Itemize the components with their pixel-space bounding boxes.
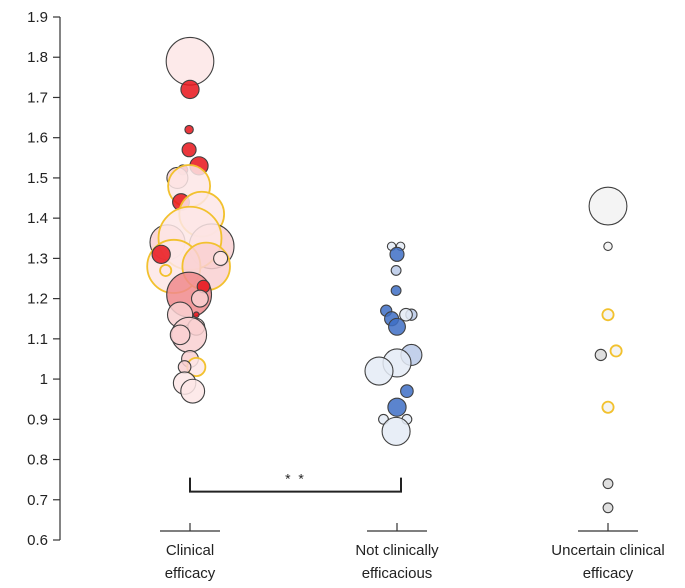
- category-label-line1: Not clinically: [355, 542, 439, 559]
- y-tick-label: 1.4: [27, 210, 48, 227]
- bubble-point: [390, 285, 402, 297]
- bubble-point: [180, 378, 206, 404]
- y-tick-label: 1.1: [27, 331, 48, 348]
- y-tick-label: 1.3: [27, 250, 48, 267]
- bubble-point: [390, 265, 402, 276]
- bubble-point: [601, 400, 615, 414]
- bubble-point: [213, 250, 229, 266]
- bubble-point: [588, 186, 628, 226]
- bubble-point: [602, 478, 614, 490]
- bubble-point: [388, 317, 406, 336]
- category-label-line2: efficacy: [165, 565, 216, 582]
- y-tick-label: 1: [40, 371, 48, 388]
- y-tick-label: 0.9: [27, 411, 48, 428]
- bubble-point: [364, 356, 394, 386]
- bubble-point: [609, 344, 623, 358]
- x-axis-categories: Clinical efficacy Not clinically efficaciou…: [160, 523, 665, 582]
- bubble-point: [180, 79, 200, 100]
- bubble-point: [601, 308, 615, 322]
- category-label-line2: efficacy: [583, 565, 634, 582]
- category-label-line1: Uncertain clinical: [551, 542, 664, 559]
- significance-bracket-line: [189, 477, 402, 493]
- bubble-point: [603, 241, 613, 252]
- category-label-line2: efficacious: [362, 565, 433, 582]
- y-tick-label: 1.6: [27, 130, 48, 147]
- y-tick-label: 0.6: [27, 532, 48, 549]
- y-tick-label: 1.5: [27, 170, 48, 187]
- y-tick-label: 1.7: [27, 89, 48, 106]
- bubble-point: [400, 384, 414, 398]
- bubble-point: [165, 36, 215, 86]
- significance-bracket: * *: [189, 471, 402, 493]
- bubble-point: [151, 244, 171, 265]
- bubble-point: [381, 416, 411, 446]
- bubble-point: [190, 289, 209, 308]
- bubble-point: [192, 311, 200, 319]
- bubble-point: [169, 324, 191, 346]
- y-tick-label: 1.9: [27, 9, 48, 26]
- bubble-point: [387, 397, 407, 417]
- y-tick-label: 1.2: [27, 291, 48, 308]
- y-tick-label: 0.8: [27, 452, 48, 469]
- category-label-line1: Clinical: [166, 542, 214, 559]
- bubble-point: [181, 142, 197, 158]
- y-axis: 0.6 0.7 0.8 0.9 1 1.1 1.2 1.3 1.4 1.5 1.6 1.7 1.8 1.9: [27, 9, 61, 549]
- bubble-point: [594, 348, 607, 362]
- bubble-point: [399, 307, 413, 322]
- bubble-point: [184, 124, 194, 135]
- y-tick-label: 0.7: [27, 492, 48, 509]
- bubble-plot-area: [146, 36, 628, 514]
- significance-label: * *: [285, 471, 306, 487]
- bubble-point: [159, 263, 173, 277]
- bubble-point: [602, 502, 614, 514]
- bubble-point: [389, 246, 405, 262]
- y-tick-label: 1.8: [27, 49, 48, 66]
